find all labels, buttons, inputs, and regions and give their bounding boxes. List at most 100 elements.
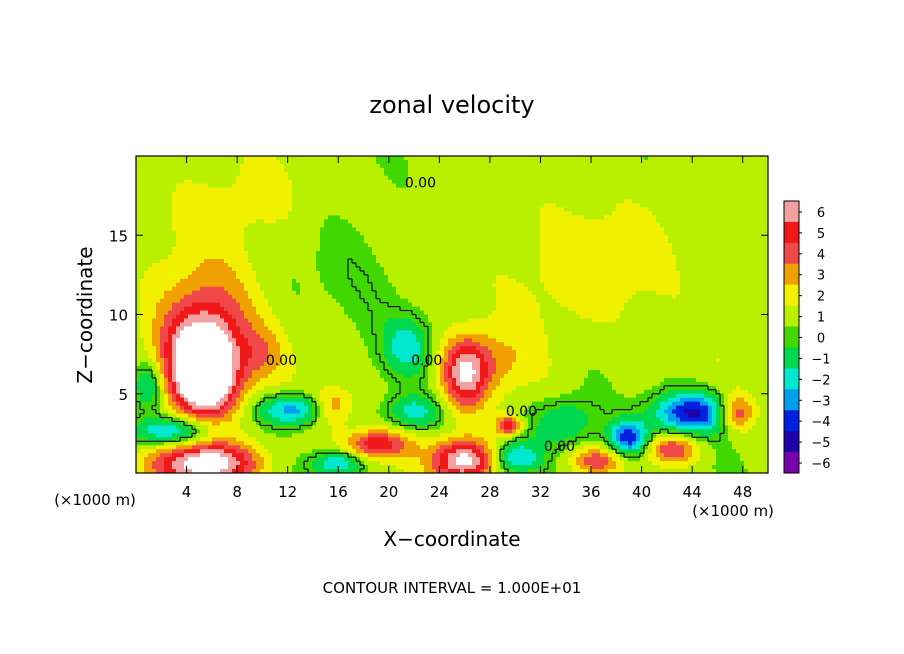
field-cell xyxy=(308,156,313,161)
field-cell xyxy=(240,179,245,185)
field-cell xyxy=(752,274,757,280)
field-cell xyxy=(616,179,621,185)
field-cell xyxy=(284,219,289,224)
field-cell xyxy=(560,227,565,232)
field-cell xyxy=(440,171,445,177)
field-cell xyxy=(464,239,469,244)
field-cell xyxy=(384,274,389,280)
field-cell xyxy=(712,211,717,217)
field-cell xyxy=(496,191,501,197)
field-cell xyxy=(436,156,441,161)
field-cell xyxy=(380,223,385,228)
field-cell xyxy=(324,211,329,217)
field-cell xyxy=(352,274,357,280)
field-cell xyxy=(704,163,709,169)
field-cell xyxy=(612,171,617,177)
field-cell xyxy=(576,183,581,189)
field-cell xyxy=(408,195,413,201)
field-cell xyxy=(544,266,549,272)
field-cell xyxy=(304,195,309,201)
field-cell xyxy=(208,187,213,193)
field-cell xyxy=(368,247,373,252)
field-cell xyxy=(532,191,537,197)
field-cell xyxy=(652,239,657,244)
field-cell xyxy=(344,278,349,284)
field-cell xyxy=(252,183,257,189)
field-cell xyxy=(352,156,357,161)
field-cell xyxy=(760,199,765,205)
field-cell xyxy=(176,187,181,193)
field-cell xyxy=(156,199,161,205)
field-cell xyxy=(472,156,477,161)
field-cell xyxy=(188,215,193,220)
field-cell xyxy=(396,191,401,197)
field-cell xyxy=(756,262,761,268)
field-cell xyxy=(144,187,149,193)
field-cell xyxy=(220,259,225,264)
field-cell xyxy=(752,262,757,268)
field-cell xyxy=(524,227,529,232)
field-cell xyxy=(760,235,765,240)
field-cell xyxy=(560,167,565,173)
field-cell xyxy=(716,195,721,201)
field-cell xyxy=(540,231,545,236)
field-cell xyxy=(280,251,285,256)
field-cell xyxy=(724,239,729,244)
field-cell xyxy=(368,274,373,280)
field-cell xyxy=(184,163,189,169)
field-cell xyxy=(404,219,409,224)
field-cell xyxy=(172,163,177,169)
field-cell xyxy=(692,239,697,244)
field-cell xyxy=(392,278,397,284)
field-cell xyxy=(160,215,165,220)
field-cell xyxy=(724,175,729,181)
field-cell xyxy=(488,199,493,205)
field-cell xyxy=(360,278,365,284)
field-cell xyxy=(624,251,629,256)
field-cell xyxy=(568,223,573,228)
field-cell xyxy=(336,231,341,236)
field-cell xyxy=(644,167,649,173)
field-cell xyxy=(740,179,745,185)
field-cell xyxy=(388,207,393,213)
field-cell xyxy=(744,159,749,165)
field-cell xyxy=(544,239,549,244)
field-cell xyxy=(728,219,733,224)
field-cell xyxy=(708,247,713,252)
field-cell xyxy=(632,231,637,236)
field-cell xyxy=(620,171,625,177)
field-cell xyxy=(368,183,373,189)
field-cell xyxy=(260,211,265,217)
field-cell xyxy=(180,159,185,165)
field-cell xyxy=(264,191,269,197)
field-cell xyxy=(300,187,305,193)
field-cell xyxy=(696,175,701,181)
field-cell xyxy=(624,207,629,213)
field-cell xyxy=(344,231,349,236)
field-cell xyxy=(536,266,541,272)
field-cell xyxy=(188,156,193,161)
field-cell xyxy=(164,235,169,240)
field-cell xyxy=(436,215,441,220)
field-cell xyxy=(188,247,193,252)
field-cell xyxy=(712,175,717,181)
field-cell xyxy=(528,259,533,264)
field-cell xyxy=(576,195,581,201)
field-cell xyxy=(376,247,381,252)
field-cell xyxy=(652,207,657,213)
field-cell xyxy=(556,207,561,213)
field-cell xyxy=(452,175,457,181)
field-cell xyxy=(136,171,141,177)
field-cell xyxy=(552,159,557,165)
field-cell xyxy=(756,239,761,244)
field-cell xyxy=(336,255,341,260)
field-cell xyxy=(756,259,761,264)
field-cell xyxy=(552,274,557,280)
field-cell xyxy=(716,171,721,177)
field-cell xyxy=(368,163,373,169)
field-cell xyxy=(384,171,389,177)
field-cell xyxy=(596,223,601,228)
field-cell xyxy=(660,274,665,280)
field-cell xyxy=(764,199,768,205)
field-cell xyxy=(536,255,541,260)
